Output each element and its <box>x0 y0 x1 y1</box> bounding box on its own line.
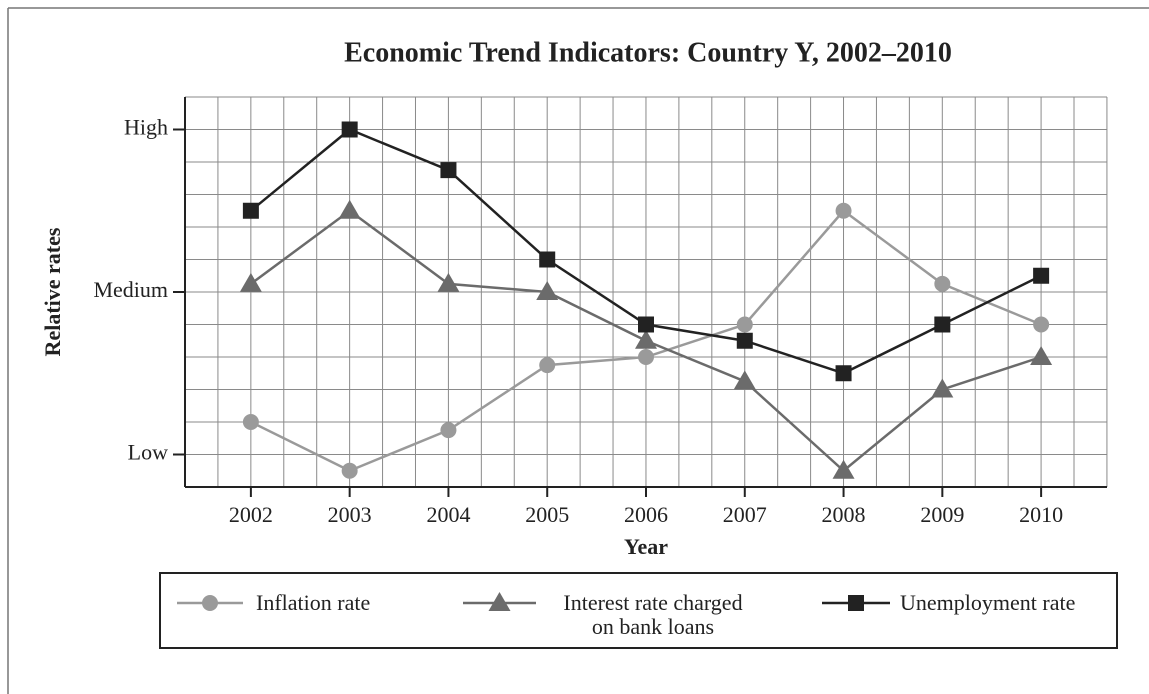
legend-label: Interest rate charged on bank loans <box>563 590 743 639</box>
x-tick-label: 2009 <box>920 502 964 527</box>
point <box>736 332 753 349</box>
y-axis-label: Relative rates <box>40 227 65 356</box>
point <box>736 316 753 333</box>
x-tick-label: 2002 <box>229 502 273 527</box>
legend-box <box>159 572 1118 649</box>
chart-title: Economic Trend Indicators: Country Y, 20… <box>344 37 952 68</box>
legend-marker <box>848 595 864 611</box>
y-tick-label: High <box>124 115 168 140</box>
y-tick-label: Low <box>128 440 168 465</box>
point <box>638 316 654 333</box>
x-tick-label: 2010 <box>1019 502 1063 527</box>
x-tick-label: 2003 <box>328 502 372 527</box>
x-axis-label: Year <box>624 534 668 559</box>
point <box>934 275 951 292</box>
x-tick-label: 2004 <box>426 502 470 527</box>
legend-label: Unemployment rate <box>900 590 1076 615</box>
legend-marker <box>202 595 218 611</box>
legend-label: Inflation rate <box>256 590 371 615</box>
x-tick-label: 2007 <box>723 502 767 527</box>
x-tick-label: 2006 <box>624 502 668 527</box>
x-tick-label: 2008 <box>822 502 866 527</box>
point <box>440 162 457 179</box>
point <box>931 378 954 398</box>
point <box>1033 267 1050 284</box>
point <box>832 459 855 479</box>
point <box>1033 316 1050 333</box>
point <box>934 316 951 333</box>
point <box>733 370 756 390</box>
point <box>437 272 460 292</box>
point <box>539 357 556 374</box>
y-tick-label: Medium <box>93 277 168 302</box>
point <box>341 121 358 138</box>
point <box>835 365 852 382</box>
point <box>539 251 556 268</box>
point <box>638 349 654 365</box>
point <box>536 281 559 300</box>
point <box>635 329 657 349</box>
point <box>242 202 259 219</box>
point <box>239 272 262 292</box>
point <box>341 462 358 479</box>
x-tick-label: 2005 <box>525 502 569 527</box>
point <box>835 202 852 219</box>
point <box>338 199 361 219</box>
point <box>1030 346 1053 365</box>
legend-marker <box>488 592 511 611</box>
point <box>440 422 457 439</box>
point <box>242 414 259 430</box>
